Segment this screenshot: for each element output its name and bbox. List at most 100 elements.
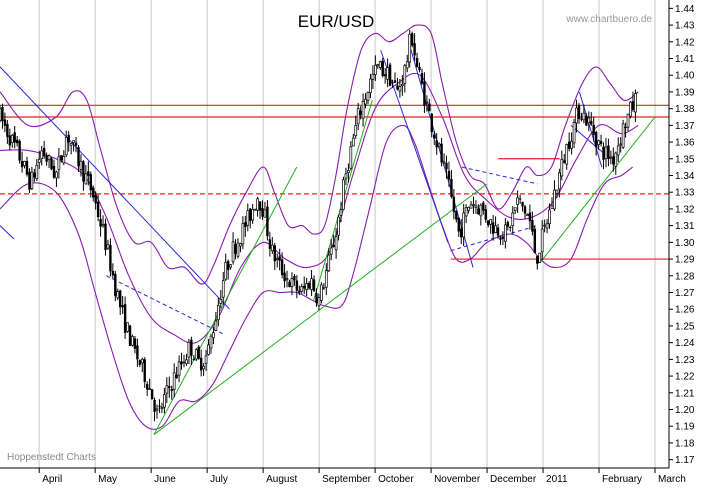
candle-up [369,78,372,94]
candle-down [599,141,603,144]
candle-up [116,291,120,299]
candle-up [626,113,630,128]
candle-up [472,204,475,206]
time-tick-label: May [98,474,117,485]
candle-up [224,261,228,280]
candle-down [99,219,102,227]
candle-up [216,305,220,321]
candle-down [420,73,424,84]
trend-line [380,49,449,243]
price-tick-label: 1.30 [675,238,695,249]
candle-up [351,137,355,147]
candle-up [504,224,507,242]
candle-up [285,278,289,281]
candle-up [0,108,2,121]
candle-up [570,140,573,149]
candle-down [460,228,463,238]
candle-down [452,196,456,212]
candle-up [543,224,546,227]
bollinger-upper-line [0,24,639,285]
trend-line [461,166,538,185]
trend-line [0,225,15,240]
candle-up [55,171,58,179]
candle-up [221,280,225,298]
candle-down [15,139,19,144]
candle-down [631,101,635,111]
candle-down [506,221,510,227]
candle-down [280,259,284,276]
candle-up [374,64,377,75]
candle-up [62,156,66,164]
candle-down [577,105,581,119]
candle-down [6,123,9,137]
candle-down [138,360,142,365]
candle-up [616,145,620,156]
candle-down [28,171,31,190]
candle-down [82,161,85,182]
candle-down [303,285,306,289]
candle-up [621,123,625,148]
candle-down [42,148,46,157]
candle-up [185,359,188,364]
candle-up [474,205,478,208]
candle-down [266,206,269,237]
candle-up [251,209,255,221]
candle-up [516,197,520,205]
candle-down [278,256,281,261]
candle-up [469,204,473,209]
candle-down [445,162,448,170]
candle-up [300,286,304,292]
candle-up [202,365,205,370]
candle-up [30,171,34,189]
price-tick-label: 1.17 [675,455,695,466]
candle-down [268,239,272,250]
candle-down [33,172,36,178]
trend-line [153,183,488,435]
candle-down [567,141,571,149]
candle-up [342,179,345,210]
candle-up [204,355,208,364]
candle-down [455,210,458,220]
candle-up [126,322,129,332]
candle-up [572,121,576,144]
price-tick-label: 1.26 [675,305,695,316]
candle-up [378,61,382,68]
candle-down [89,174,92,191]
candle-up [464,207,468,217]
price-tick-label: 1.19 [675,422,695,433]
candle-down [533,228,537,254]
candle-up [57,156,61,170]
candle-up [347,170,350,174]
candle-up [40,150,44,159]
candle-up [511,212,515,227]
candle-down [261,208,264,217]
candle-up [339,209,343,216]
candle-down [67,134,70,143]
price-tick-label: 1.40 [675,71,695,82]
candle-down [585,115,588,126]
candle-up [194,349,198,360]
candle-up [386,67,389,80]
bollinger-lower-line [0,124,633,430]
candle-up [324,270,328,288]
candle-down [150,389,154,400]
candle-up [526,213,529,216]
candle-down [192,359,196,361]
candle-down [523,206,527,214]
candle-down [77,147,80,167]
candle-up [538,252,542,263]
candle-up [550,205,554,209]
candle-up [344,173,348,179]
candle-down [501,236,505,239]
candle-up [10,134,14,144]
candle-up [148,388,152,391]
candle-down [175,374,178,378]
candle-down [288,281,291,288]
candle-down [413,43,416,56]
candle-down [180,361,183,365]
candle-down [92,187,95,198]
candle-down [482,202,485,211]
candle-down [158,405,161,408]
candle-up [354,125,358,137]
